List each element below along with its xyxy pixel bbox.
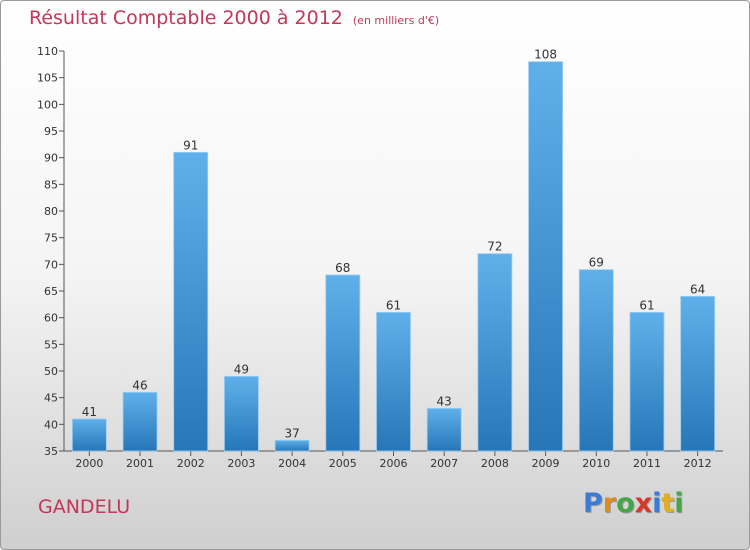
bar (325, 274, 361, 452)
x-tick-label: 2000 (75, 457, 103, 470)
y-tick-label: 70 (44, 258, 58, 271)
bar (376, 311, 411, 452)
logo-letter: r (602, 488, 617, 519)
logo-letter: t (661, 488, 675, 519)
x-tick-label: 2002 (177, 457, 205, 470)
logo-letter: x (634, 488, 653, 519)
logo-letter: i (674, 488, 684, 519)
bar-value-label: 41 (82, 405, 97, 419)
bar (122, 391, 158, 452)
x-tick-label: 2008 (481, 457, 509, 470)
x-tick-label: 2005 (329, 457, 357, 470)
bar-value-label: 64 (690, 282, 705, 296)
x-tick-label: 2009 (532, 457, 560, 470)
y-tick-label: 45 (44, 392, 58, 405)
y-tick-label: 110 (37, 45, 58, 58)
bars: 41 46 91 49 37 68 61 43 72 108 69 61 64 (71, 48, 716, 452)
bar-value-label: 46 (132, 378, 147, 392)
y-tick-label: 85 (44, 178, 58, 191)
bar (173, 151, 209, 452)
logo-letter: i (652, 488, 662, 519)
x-tick-label: 2010 (582, 457, 610, 470)
bar-value-label: 72 (487, 240, 502, 254)
x-tick-label: 2003 (227, 457, 255, 470)
x-tick-label: 2001 (126, 457, 154, 470)
bar-value-label: 68 (335, 261, 350, 275)
bar-value-label: 37 (284, 426, 299, 440)
chart-title-unit: (en milliers d'€) (352, 14, 440, 27)
y-tick-label: 105 (37, 72, 58, 85)
bar (680, 295, 716, 452)
y-tick-label: 50 (44, 365, 58, 378)
bar (528, 61, 563, 452)
y-tick-label: 65 (44, 285, 58, 298)
chart-title: Résultat Comptable 2000 à 2012 (en millie… (29, 7, 439, 29)
y-tick-label: 75 (44, 232, 58, 245)
y-tick-label: 60 (44, 312, 58, 325)
x-tick-label: 2011 (633, 457, 661, 470)
x-tick-label: 2012 (684, 457, 712, 470)
bar-value-label: 43 (437, 394, 452, 408)
x-tick-label: 2007 (430, 457, 458, 470)
bar-value-label: 61 (386, 298, 401, 312)
bar (224, 375, 259, 452)
bar-value-label: 69 (589, 256, 604, 270)
bar-value-label: 108 (534, 48, 557, 62)
x-tick-label: 2004 (278, 457, 306, 470)
logo-letter: P (583, 488, 603, 519)
x-tick-label: 2006 (380, 457, 408, 470)
bar (71, 418, 107, 452)
y-tick-label: 100 (37, 98, 58, 111)
y-tick-label: 80 (44, 205, 58, 218)
y-tick-label: 90 (44, 152, 58, 165)
bar (629, 311, 665, 452)
bar (477, 253, 513, 452)
bar (578, 269, 614, 452)
y-tick-label: 95 (44, 125, 58, 138)
y-tick-label: 35 (44, 445, 58, 458)
bar-value-label: 91 (183, 138, 198, 152)
town-name: GANDELU (38, 496, 131, 518)
bar-value-label: 49 (234, 362, 249, 376)
chart-title-main: Résultat Comptable 2000 à 2012 (29, 7, 343, 29)
bar (274, 439, 310, 452)
y-tick-label: 55 (44, 338, 58, 351)
y-tick-label: 40 (44, 418, 58, 431)
bar (426, 407, 462, 452)
bar-value-label: 61 (639, 298, 654, 312)
proxiti-logo: Proxiti (583, 488, 684, 519)
logo-letter: o (616, 488, 635, 519)
